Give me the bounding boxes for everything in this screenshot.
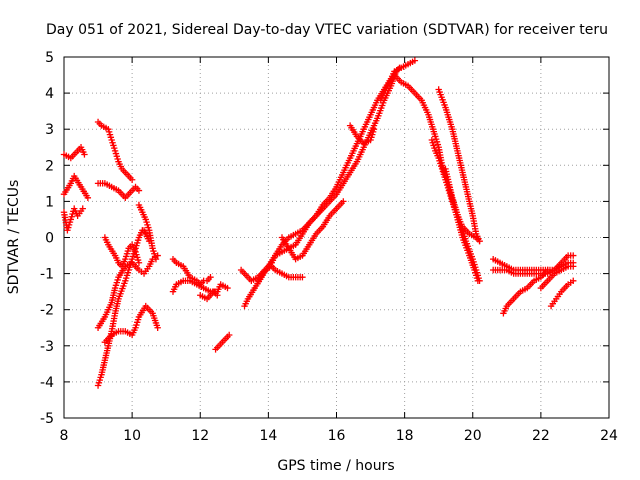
data-point	[411, 57, 419, 64]
data-point	[135, 259, 143, 266]
data-point	[570, 252, 577, 259]
data-point	[224, 284, 231, 292]
series-track-b	[60, 172, 92, 201]
y-tick-label: -5	[40, 411, 54, 427]
data-point	[544, 266, 551, 274]
data-point	[128, 176, 136, 183]
series-track-r	[278, 198, 347, 263]
series-track-d	[94, 118, 136, 183]
x-axis-label: GPS time / hours	[277, 458, 394, 474]
series-track-v	[435, 86, 483, 245]
series-track-e	[94, 180, 143, 201]
series-track-w	[442, 165, 483, 285]
series-track-n	[212, 331, 233, 353]
data-point	[476, 237, 483, 245]
x-tick-label: 16	[328, 428, 346, 444]
series-track-ab	[547, 277, 577, 310]
x-tick-label: 22	[532, 428, 550, 444]
x-tick-label: 20	[464, 428, 482, 444]
y-tick-label: 3	[45, 122, 54, 138]
x-tick-label: 8	[60, 428, 69, 444]
data-point	[207, 274, 214, 281]
data-point	[570, 277, 577, 285]
chart-title: Day 051 of 2021, Sidereal Day-to-day VTE…	[46, 22, 608, 38]
x-tick-label: 10	[123, 428, 141, 444]
series-track-h	[94, 227, 153, 389]
series-track-c	[60, 205, 86, 234]
y-tick-label: 5	[45, 50, 54, 66]
y-tick-label: 2	[45, 158, 54, 174]
data-point	[154, 252, 161, 259]
data-point	[154, 324, 161, 331]
data-point	[135, 187, 143, 194]
data-point	[81, 151, 88, 158]
series-track-q	[254, 57, 419, 285]
data-point	[79, 205, 86, 212]
series-track-i	[94, 252, 161, 331]
data-points	[60, 57, 577, 389]
x-tick-label: 24	[600, 428, 618, 444]
data-point	[570, 263, 577, 270]
data-point	[370, 126, 378, 133]
y-tick-label: -2	[40, 303, 54, 319]
series-track-a	[60, 144, 88, 162]
x-tick-label: 18	[396, 428, 414, 444]
x-tick-label: 12	[191, 428, 209, 444]
y-axis-label: SDTVAR / TECUs	[6, 180, 22, 295]
x-tick-labels: 8 10 12 14 16 18 20 22 24	[60, 428, 618, 444]
series-track-j	[101, 302, 161, 346]
plot-frame	[63, 56, 610, 419]
data-point	[226, 331, 233, 339]
y-tick-label: 4	[45, 86, 54, 102]
y-tick-label: -4	[40, 375, 54, 391]
y-tick-label: 0	[45, 231, 54, 247]
x-tick-label: 14	[259, 428, 277, 444]
data-point	[340, 198, 347, 205]
series-track-aa	[537, 263, 577, 292]
y-tick-label: -1	[40, 267, 54, 283]
series-track-s	[346, 122, 378, 147]
data-point	[214, 292, 221, 299]
grid	[64, 57, 609, 418]
y-tick-label: 1	[45, 194, 54, 210]
series-track-m	[197, 288, 221, 303]
data-point	[84, 194, 92, 201]
data-point	[476, 277, 483, 285]
y-tick-label: -3	[40, 339, 54, 355]
series-track-z	[500, 266, 551, 317]
series-track-k	[169, 255, 214, 288]
data-point	[145, 237, 153, 245]
y-tick-labels: 5 4 3 2 1 0 -1 -2 -3 -4 -5	[40, 50, 54, 427]
series-track-y	[489, 252, 577, 277]
data-point	[299, 274, 306, 281]
